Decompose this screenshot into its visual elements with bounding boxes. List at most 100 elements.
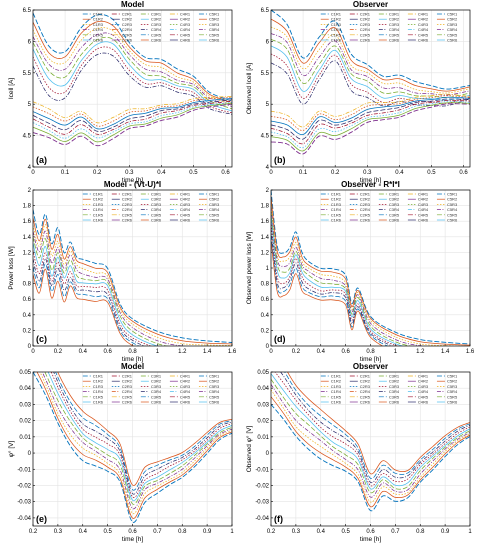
series-group [271,10,470,155]
legend-entry: C1R2 [331,379,342,384]
legend-entry: C2R5 [122,394,133,399]
x-tick-label: 0.4 [317,529,326,535]
legend-entry: C5R2 [209,197,220,202]
panel-label: (a) [36,155,47,165]
legend-entry: C5R3 [209,22,220,27]
legend-entry: C4R6 [180,218,191,223]
series-line [44,372,232,505]
legend-entry: C1R3 [93,22,104,27]
x-tick-label: 0.3 [363,170,372,176]
plot-frame [270,9,471,168]
x-tick-label: 1.6 [466,349,475,355]
series-line [271,26,470,94]
legend-entry: C1R5 [93,394,104,399]
series-line [33,27,232,105]
y-tick-label: 5.5 [261,71,270,77]
legend-entry: C4R3 [180,202,191,207]
legend-entry: C5R3 [447,202,458,207]
legend-entry: C5R4 [209,27,220,32]
x-tick-label: 0 [31,170,35,176]
y-tick-label: 0 [266,344,270,350]
y-tick-label: 1.8 [261,204,270,210]
x-tick-label: 0.6 [221,170,230,176]
legend-entry: C3R1 [151,192,162,197]
legend-entry: C4R4 [180,389,191,394]
x-tick-label: 0.3 [54,529,63,535]
chart-title: Model - (Vt-U)*I [104,180,161,189]
x-tick-label: 0.5 [103,529,112,535]
legend-entry: C5R3 [209,202,220,207]
x-tick-label: 0.4 [79,529,88,535]
y-tick-label: 0 [28,451,32,457]
series-line [271,190,470,345]
legend-entry: C5R1 [447,12,458,17]
plot-frame [270,189,471,347]
legend-entry: C5R3 [447,384,458,389]
legend-entry: C1R1 [93,12,104,17]
legend-entry: C2R6 [360,400,371,405]
legend-entry: C1R4 [331,27,342,32]
legend-entry: C5R4 [209,207,220,212]
y-axis-label: φ° [V] [7,441,15,458]
series-line [36,372,232,519]
legend-entry: C4R2 [418,379,429,384]
series-group [33,372,232,523]
series-line [271,234,389,346]
legend-entry: C1R2 [331,197,342,202]
chart-panel-f: 0.2 0.3 0.4 0.5 0.6 0.7 0.8 0.9 1 -0.04 -0.03 -0.02… [245,362,472,543]
x-tick-label: 0.4 [157,170,166,176]
legend-entry: C1R5 [93,32,104,37]
legend-entry: C1R4 [93,389,104,394]
y-tick-label: 1.4 [23,235,32,241]
legend-entry: C3R1 [151,374,162,379]
chart-panel-c: 0 0.2 0.4 0.6 0.8 1 1.2 1.4 1.6 0 0.2 0.4 0.6 0.8 1 1.2… [8,180,237,363]
legend-entry: C5R1 [209,374,220,379]
x-tick-label: 0.8 [416,529,425,535]
panel-label: (f) [274,514,283,524]
legend-entry: C3R2 [151,197,162,202]
y-tick-label: 0.05 [19,370,31,376]
legend-entry: C2R5 [360,212,371,217]
legend-entry: C3R4 [151,389,162,394]
y-axis-label: Power loss [W] [8,246,15,290]
legend-entry: C2R1 [360,374,371,379]
legend-entry: C2R2 [122,379,133,384]
series-line [33,230,187,346]
series-line [271,389,470,503]
x-tick-label: 0.6 [103,349,112,355]
series-line [33,258,146,346]
series-line [33,46,232,114]
series-line [271,102,470,152]
x-tick-label: 0.3 [125,170,134,176]
y-tick-label: 0.2 [261,328,270,334]
series-group [271,190,470,346]
x-tick-label: 1 [156,349,160,355]
series-group [271,372,470,512]
legend-entry: C1R4 [331,389,342,394]
y-tick-label: 6 [266,39,270,45]
y-tick-label: -0.03 [17,500,31,506]
series-line [33,98,232,130]
legend-entry: C4R3 [418,22,429,27]
y-tick-label: -0.02 [17,483,31,489]
legend-entry: C4R6 [418,400,429,405]
y-axis-label: Observed Icell [A] [246,63,253,114]
legend-entry: C2R4 [360,207,371,212]
chart-title: Observer - R*I*I [341,180,400,189]
y-tick-label: 0.03 [19,402,31,408]
x-tick-label: 1.4 [203,349,212,355]
legend-entry: C1R6 [331,400,342,405]
legend-entry: C4R1 [180,192,191,197]
series-line [271,384,470,498]
y-tick-label: 6.5 [261,8,270,14]
legend-entry: C5R1 [447,192,458,197]
y-tick-label: 0 [28,344,32,350]
series-line [57,372,232,486]
legend-entry: C3R3 [389,384,400,389]
series-line [271,60,470,107]
legend-entry: C2R4 [122,389,133,394]
legend-entry: C5R2 [447,379,458,384]
legend-entry: C1R1 [93,374,104,379]
legend-entry: C1R3 [93,202,104,207]
